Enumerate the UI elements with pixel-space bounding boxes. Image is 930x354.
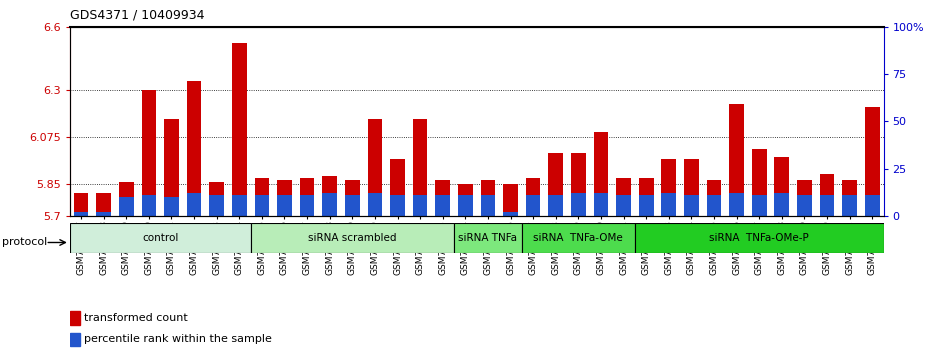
Bar [865,107,880,195]
Bar [593,132,608,193]
Bar [255,195,269,216]
Bar [661,159,676,193]
Text: siRNA TNFa: siRNA TNFa [458,233,517,243]
Bar [232,44,246,195]
Bar [187,81,202,193]
Bar [684,195,698,216]
Bar [97,193,111,216]
Bar [119,197,134,216]
Bar [345,180,360,195]
Bar [73,193,88,216]
Bar [391,159,405,195]
Bar [413,195,428,216]
Bar [299,195,314,216]
Bar [277,195,292,216]
Bar [522,223,635,253]
Bar [503,184,518,212]
Text: percentile rank within the sample: percentile rank within the sample [84,335,272,344]
Bar [209,182,224,195]
Bar [661,193,676,216]
Bar [729,104,744,193]
Bar [797,195,812,216]
Bar [635,223,884,253]
Bar [707,180,722,195]
Bar [345,195,360,216]
Bar [70,312,80,325]
Bar [141,90,156,195]
Bar [481,180,496,195]
Bar [775,193,790,216]
Bar [549,195,563,216]
Bar [639,195,654,216]
Bar [729,193,744,216]
Text: transformed count: transformed count [84,313,188,323]
Bar [617,178,631,195]
Bar [232,195,246,216]
Bar [525,178,540,195]
Bar [435,195,450,216]
Bar [187,193,202,216]
Text: control: control [142,233,179,243]
Text: siRNA  TNFa-OMe-P: siRNA TNFa-OMe-P [710,233,809,243]
Bar [707,195,722,216]
Bar [164,197,179,216]
Bar [164,119,179,197]
Bar [617,195,631,216]
Bar [797,180,812,195]
Bar [775,157,790,193]
Bar [458,195,472,216]
Bar [323,193,337,216]
Bar [73,193,88,212]
Bar [209,195,224,216]
Bar [70,223,250,253]
Bar [639,178,654,195]
Bar [367,193,382,216]
Text: protocol: protocol [2,238,47,247]
Bar [458,184,472,195]
Bar [435,180,450,195]
Bar [454,223,522,253]
Bar [323,176,337,193]
Text: GDS4371 / 10409934: GDS4371 / 10409934 [70,9,205,22]
Bar [865,195,880,216]
Bar [413,119,428,195]
Bar [97,193,111,212]
Bar [367,119,382,193]
Bar [141,195,156,216]
Bar [819,174,834,195]
Bar [503,184,518,216]
Text: siRNA scrambled: siRNA scrambled [308,233,396,243]
Bar [255,178,269,195]
Bar [481,195,496,216]
Bar [571,153,586,193]
Bar [843,180,857,195]
Bar [250,223,454,253]
Bar [119,182,134,197]
Bar [571,193,586,216]
Bar [70,333,80,346]
Bar [391,195,405,216]
Bar [819,195,834,216]
Bar [593,193,608,216]
Bar [751,149,766,195]
Bar [843,195,857,216]
Bar [525,195,540,216]
Text: siRNA  TNFa-OMe: siRNA TNFa-OMe [534,233,623,243]
Bar [751,195,766,216]
Bar [684,159,698,195]
Bar [277,180,292,195]
Bar [299,178,314,195]
Bar [549,153,563,195]
